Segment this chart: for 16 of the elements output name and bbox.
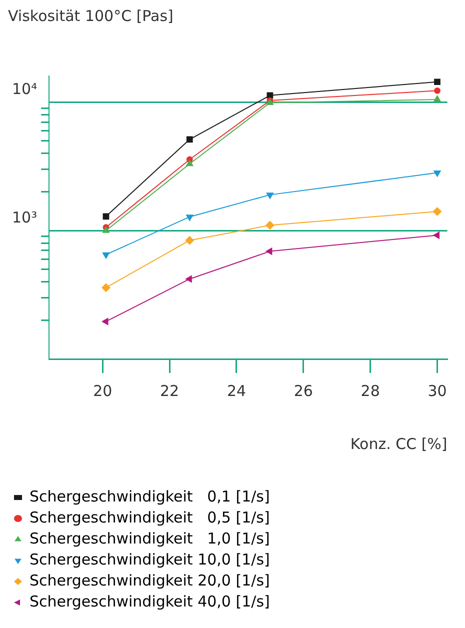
legend-label: Schergeschwindigkeit 0,1 [1/s] <box>30 487 270 506</box>
x-tick-label: 22 <box>160 382 180 400</box>
y-tick-label: 10³ <box>12 208 38 226</box>
x-tick-label: 28 <box>360 382 380 400</box>
x-tick-label: 20 <box>93 382 112 400</box>
legend-label: Schergeschwindigkeit 1,0 [1/s] <box>30 529 270 548</box>
x-axis-title: Konz. CC [%] <box>350 434 448 453</box>
x-tick-label: 26 <box>294 382 313 400</box>
legend-label: Schergeschwindigkeit 40,0 [1/s] <box>30 592 270 610</box>
x-tick-label: 30 <box>428 382 447 400</box>
y-tick-label: 10⁴ <box>12 80 38 98</box>
legend-label: Schergeschwindigkeit 10,0 [1/s] <box>30 550 270 568</box>
legend-label: Schergeschwindigkeit 0,5 [1/s] <box>30 508 270 526</box>
x-tick-label: 24 <box>226 382 246 400</box>
chart-title: Viskosität 100°C [Pas] <box>8 6 174 25</box>
legend-label: Schergeschwindigkeit 20,0 [1/s] <box>30 571 270 590</box>
